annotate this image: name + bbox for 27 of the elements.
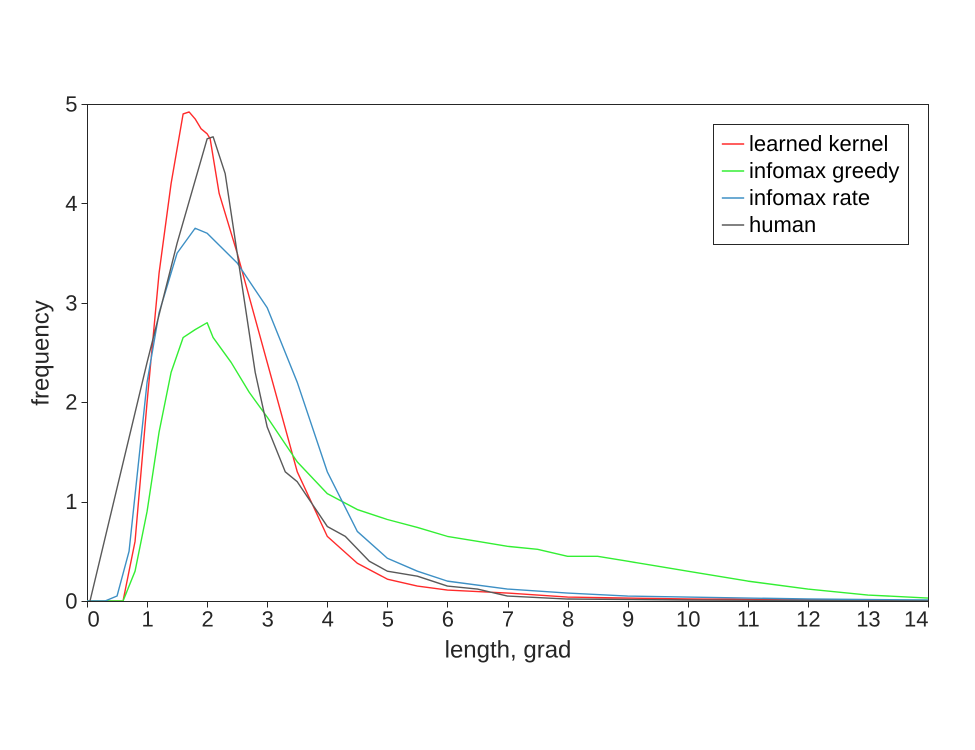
y-tick-label: 2: [65, 390, 78, 415]
x-tick-label: 1: [141, 606, 154, 632]
y-axis-title: frequency: [27, 300, 54, 406]
x-tick-label: 14: [904, 606, 928, 632]
x-tick-label: 7: [502, 606, 514, 632]
x-tick-label: 0: [88, 606, 100, 632]
x-tick-label: 4: [322, 606, 334, 632]
y-tick-label: 5: [65, 92, 78, 116]
legend-label: infomax rate: [749, 185, 870, 210]
legend-label: learned kernel: [749, 131, 888, 156]
x-tick-label: 9: [622, 606, 634, 632]
y-tick-label: 4: [65, 190, 78, 216]
y-tick-label: 0: [65, 588, 78, 614]
legend-label: human: [749, 212, 816, 237]
x-tick-label: 3: [262, 606, 274, 632]
x-tick-label: 11: [736, 606, 760, 632]
y-tick-label: 3: [65, 290, 78, 316]
x-axis-title: length, grad: [444, 636, 572, 664]
x-tick-label: 13: [856, 606, 881, 632]
legend-label: infomax greedy: [749, 158, 900, 183]
y-tick-label: 1: [65, 489, 78, 514]
x-tick-label: 5: [382, 606, 394, 632]
x-tick-label: 12: [796, 606, 821, 632]
x-tick-label: 2: [202, 606, 214, 632]
x-tick-label: 6: [442, 606, 454, 632]
x-tick-label: 8: [562, 606, 574, 632]
x-tick-label: 10: [676, 606, 700, 632]
